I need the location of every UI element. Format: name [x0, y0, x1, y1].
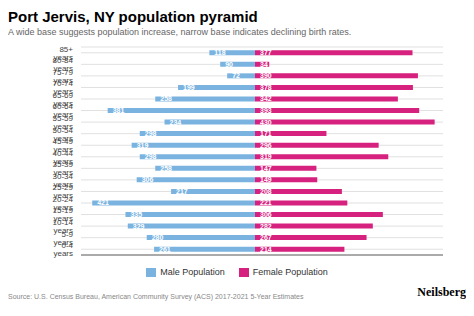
- html-text:A wide base suggests populatio: A wide base suggests population increase…: [8, 27, 352, 37]
- svg-text:217: 217: [176, 188, 188, 195]
- svg-text:298: 298: [145, 153, 157, 160]
- svg-text:280: 280: [152, 234, 164, 241]
- svg-text:90: 90: [225, 61, 233, 68]
- html-text:35-39: 35-39: [52, 160, 73, 170]
- html-text:years: years: [53, 168, 73, 178]
- svg-text:306: 306: [142, 176, 154, 183]
- html-text:5-9: 5-9: [61, 229, 73, 239]
- html-text:85+: 85+: [59, 44, 73, 54]
- html-text:75-79: 75-79: [52, 67, 73, 77]
- html-text:65-69: 65-69: [52, 90, 73, 100]
- svg-text:234: 234: [170, 119, 182, 126]
- svg-text:267: 267: [260, 234, 272, 241]
- html-text:25-29: 25-29: [52, 183, 73, 193]
- svg-text:378: 378: [260, 84, 272, 91]
- html-text:years: years: [53, 156, 73, 166]
- html-text:55-59: 55-59: [52, 114, 73, 123]
- svg-text:335: 335: [130, 211, 142, 218]
- svg-text:258: 258: [160, 95, 172, 102]
- svg-text:377: 377: [260, 49, 272, 56]
- html-text:40-44: 40-44: [52, 148, 73, 158]
- svg-text:319: 319: [260, 153, 272, 160]
- html-text:50-54: 50-54: [52, 125, 73, 135]
- svg-text:258: 258: [160, 165, 172, 172]
- html-text:45-49: 45-49: [52, 137, 73, 147]
- svg-text:214: 214: [260, 246, 272, 253]
- svg-text:221: 221: [260, 199, 272, 206]
- html-text:Female Population: Female Population: [252, 267, 328, 277]
- html-text:years: years: [53, 52, 73, 62]
- html-text:years: years: [53, 64, 73, 74]
- svg-text:171: 171: [260, 130, 272, 137]
- svg-text:329: 329: [133, 223, 145, 230]
- html-text:years: years: [53, 87, 73, 97]
- html-text:years: years: [53, 214, 73, 224]
- svg-text:390: 390: [260, 72, 272, 79]
- svg-text:208: 208: [260, 188, 272, 195]
- svg-text:306: 306: [260, 211, 272, 218]
- html-text:Source: U.S. Census Bureau, Am: Source: U.S. Census Bureau, American Com…: [8, 293, 304, 300]
- svg-text:282: 282: [260, 223, 272, 230]
- html-text:Port Jervis, NY population pyr: Port Jervis, NY population pyramid: [8, 8, 258, 25]
- html-text:Neilsberg: Neilsberg: [417, 285, 466, 299]
- html-text:years: years: [53, 145, 73, 155]
- html-text:80-84: 80-84: [52, 56, 73, 66]
- html-text:years: years: [53, 179, 73, 189]
- html-text:10-14: 10-14: [52, 218, 73, 227]
- html-text:years: years: [53, 202, 73, 212]
- html-text:years: years: [53, 191, 73, 201]
- svg-text:149: 149: [260, 176, 272, 183]
- html-text:years: years: [53, 98, 73, 108]
- svg-text:298: 298: [145, 130, 157, 137]
- html-text:30-34: 30-34: [52, 171, 73, 181]
- svg-text:199: 199: [183, 84, 195, 91]
- svg-text:393: 393: [260, 107, 272, 114]
- svg-text:342: 342: [260, 95, 272, 102]
- html-text:years: years: [53, 122, 73, 131]
- html-text:20-24: 20-24: [52, 194, 73, 204]
- svg-text:147: 147: [260, 165, 272, 172]
- svg-text:319: 319: [137, 142, 149, 149]
- svg-text:34: 34: [260, 61, 268, 68]
- svg-text:261: 261: [159, 246, 171, 253]
- html-text:years: years: [53, 133, 73, 143]
- svg-text:430: 430: [260, 119, 272, 126]
- html-text:years: years: [53, 226, 73, 235]
- svg-text:0-4years: 0-4years: [53, 241, 73, 258]
- html-text:70-74: 70-74: [52, 79, 73, 89]
- svg-text:72: 72: [232, 72, 240, 79]
- html-text:years: years: [53, 110, 73, 120]
- svg-text:421: 421: [97, 199, 109, 206]
- svg-text:381: 381: [113, 107, 125, 114]
- html-text:Male Population: Male Population: [160, 267, 225, 277]
- svg-text:118: 118: [214, 49, 225, 56]
- html-text:15-19: 15-19: [52, 206, 73, 216]
- svg-text:296: 296: [260, 142, 272, 149]
- html-text:years: years: [53, 75, 73, 85]
- html-text:60-64: 60-64: [52, 102, 73, 112]
